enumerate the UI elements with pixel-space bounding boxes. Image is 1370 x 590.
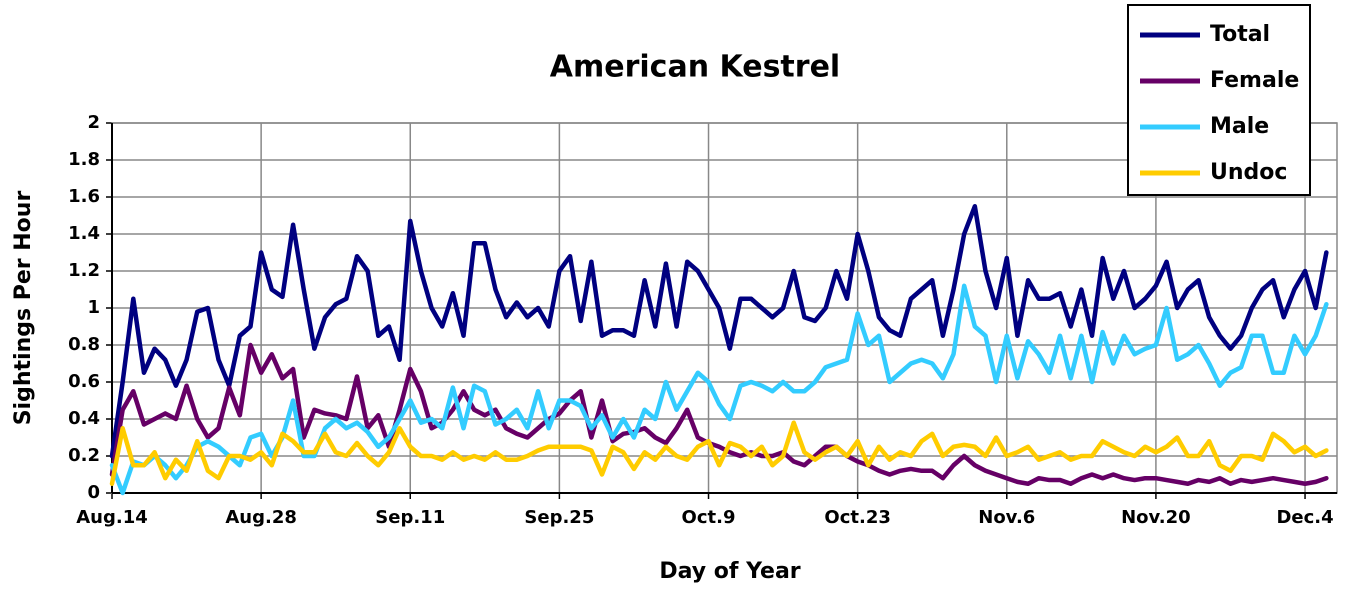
- x-tick-label: Oct.9: [682, 507, 736, 528]
- y-tick-label: 1.8: [68, 149, 100, 170]
- x-axis-label: Day of Year: [659, 559, 800, 584]
- y-tick-label: 2: [87, 112, 100, 133]
- legend-label: Total: [1210, 22, 1270, 47]
- x-tick-label: Sep.11: [375, 507, 445, 528]
- y-tick-label: 0.2: [68, 445, 100, 466]
- x-tick-label: Aug.14: [76, 507, 148, 528]
- x-tick-label: Nov.6: [978, 507, 1035, 528]
- series-line: [109, 283, 1329, 496]
- x-tick-label: Nov.20: [1121, 507, 1191, 528]
- y-tick-label: 1: [87, 297, 100, 318]
- y-tick-label: 1.2: [68, 260, 100, 281]
- x-tick-label: Dec.4: [1276, 507, 1333, 528]
- y-axis-label: Sightings Per Hour: [11, 191, 36, 426]
- series-line: [109, 420, 1329, 486]
- legend-label: Male: [1210, 114, 1269, 139]
- legend-label: Undoc: [1210, 160, 1287, 185]
- x-tick-label: Oct.23: [824, 507, 890, 528]
- x-tick-label: Sep.25: [524, 507, 594, 528]
- chart-title: American Kestrel: [550, 50, 840, 85]
- y-tick-label: 0.6: [68, 371, 100, 392]
- y-tick-label: 0.8: [68, 334, 100, 355]
- y-tick-label: 0.4: [68, 408, 100, 429]
- y-tick-label: 0: [87, 482, 100, 503]
- series-line: [109, 204, 1329, 459]
- legend-label: Female: [1210, 68, 1299, 93]
- x-tick-label: Aug.28: [225, 507, 297, 528]
- y-tick-label: 1.6: [68, 186, 100, 207]
- y-tick-label: 1.4: [68, 223, 100, 244]
- series-line: [109, 342, 1329, 486]
